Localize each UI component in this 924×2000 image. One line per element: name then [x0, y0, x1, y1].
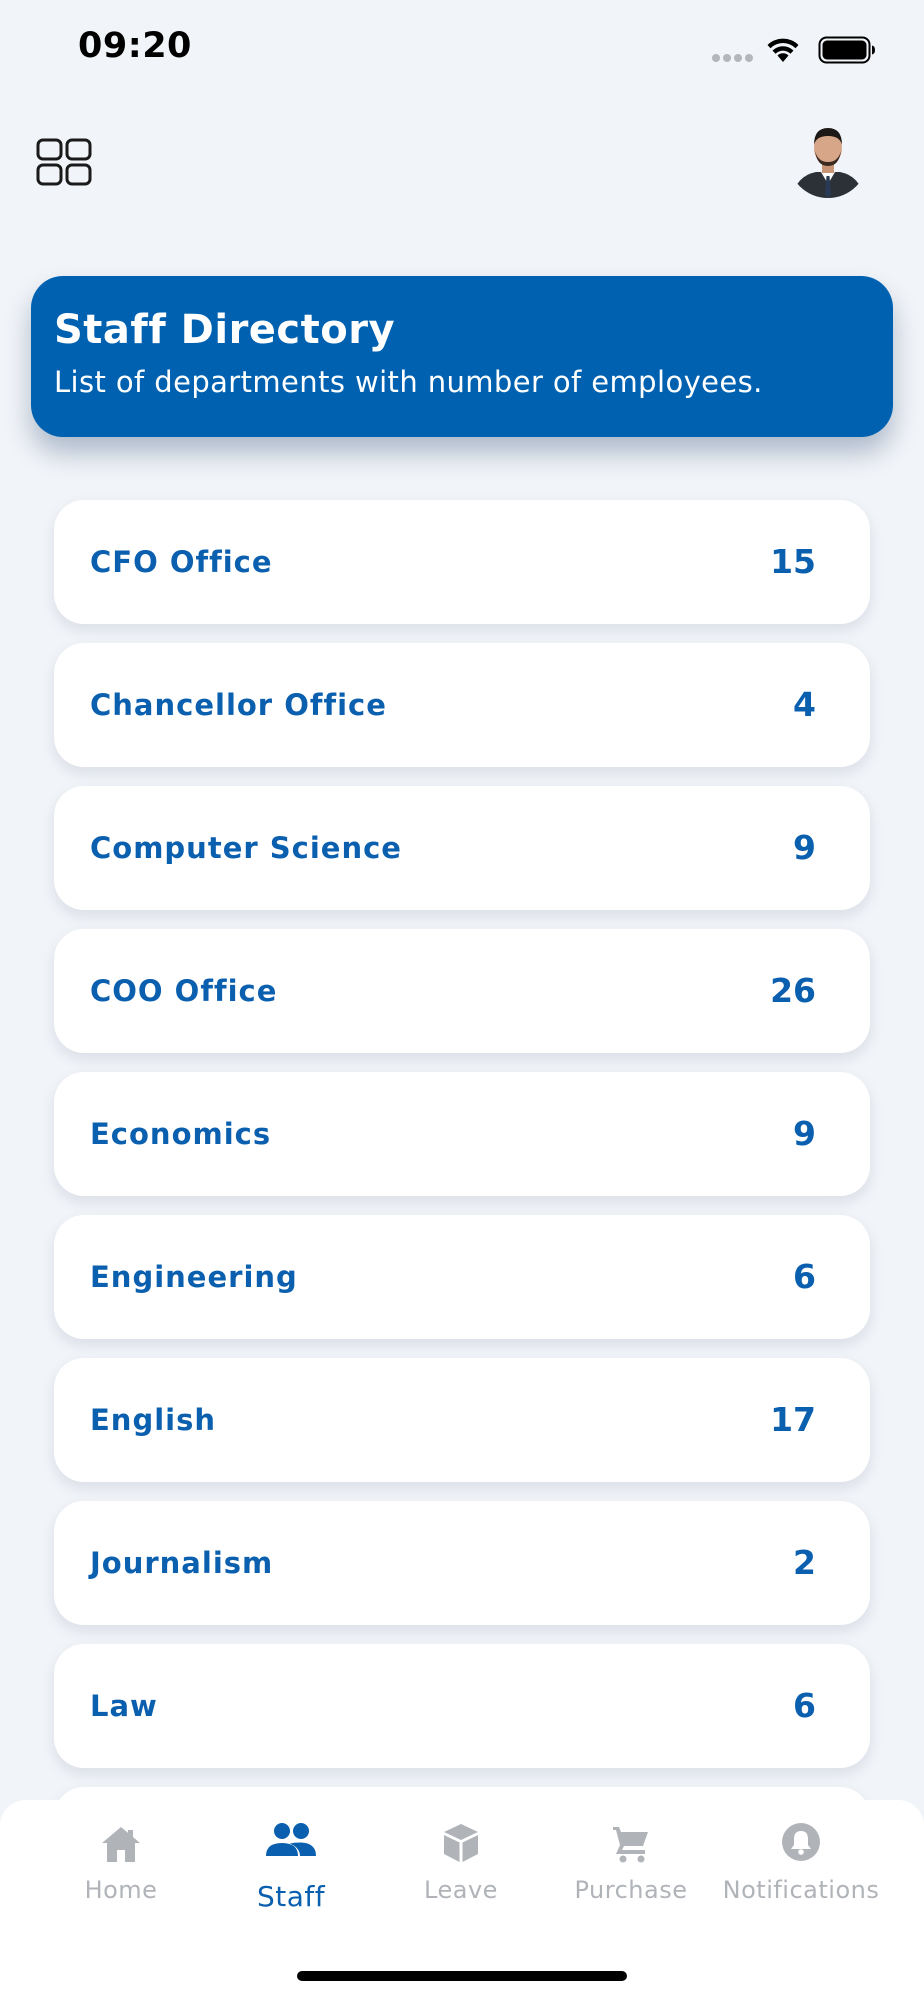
cart-icon — [613, 1827, 648, 1863]
tab-label: Home — [84, 1876, 158, 1904]
department-row[interactable]: Computer Science 9 — [54, 786, 870, 910]
status-bar: 09:20 — [0, 0, 924, 100]
header-card: Staff Directory List of departments with… — [31, 276, 893, 437]
status-time: 09:20 — [78, 26, 192, 66]
battery-icon — [818, 36, 875, 64]
department-row[interactable] — [54, 1787, 870, 1800]
employee-count: 6 — [793, 1686, 816, 1725]
employee-count: 15 — [770, 542, 816, 581]
department-name: Economics — [90, 1117, 272, 1151]
tab-leave[interactable]: Leave — [376, 1800, 546, 1950]
department-row[interactable]: CFO Office 15 — [54, 500, 870, 624]
employee-count: 6 — [793, 1257, 816, 1296]
page-subtitle: List of departments with number of emplo… — [54, 365, 763, 399]
department-row[interactable]: Engineering 6 — [54, 1215, 870, 1339]
wifi-icon — [767, 38, 799, 62]
tab-label: Leave — [424, 1876, 498, 1904]
tab-label: Notifications — [722, 1876, 880, 1904]
department-name: English — [90, 1403, 217, 1437]
department-name: Law — [90, 1689, 158, 1723]
employee-count: 4 — [793, 685, 816, 724]
department-name: COO Office — [90, 974, 278, 1008]
cellular-signal-icon — [712, 54, 754, 64]
department-name: Journalism — [90, 1546, 274, 1580]
department-row[interactable]: Law 6 — [54, 1644, 870, 1768]
department-row[interactable]: Journalism 2 — [54, 1501, 870, 1625]
tab-notifications[interactable]: Notifications — [716, 1800, 886, 1950]
grid-menu-icon[interactable] — [36, 138, 92, 186]
employee-count: 26 — [770, 971, 816, 1010]
bottom-tab-bar: Home Staff Leave — [0, 1800, 924, 2000]
box-icon — [444, 1824, 478, 1862]
tab-purchase[interactable]: Purchase — [546, 1800, 716, 1950]
employee-count: 9 — [793, 1114, 816, 1153]
home-icon — [102, 1827, 140, 1862]
people-icon — [266, 1823, 316, 1856]
department-name: Computer Science — [90, 831, 402, 865]
department-name: Chancellor Office — [90, 688, 387, 722]
tab-label: Purchase — [574, 1876, 688, 1904]
department-row[interactable]: Chancellor Office 4 — [54, 643, 870, 767]
employee-count: 9 — [793, 828, 816, 867]
bell-icon — [782, 1823, 820, 1861]
employee-count: 2 — [793, 1543, 816, 1582]
tab-label: Staff — [256, 1880, 326, 1913]
home-indicator — [297, 1971, 627, 1981]
department-row[interactable]: English 17 — [54, 1358, 870, 1482]
page-title: Staff Directory — [54, 307, 396, 353]
employee-count: 17 — [770, 1400, 816, 1439]
department-row[interactable]: Economics 9 — [54, 1072, 870, 1196]
tab-staff[interactable]: Staff — [206, 1800, 376, 1950]
avatar[interactable] — [788, 118, 868, 198]
department-name: Engineering — [90, 1260, 298, 1294]
department-list[interactable]: CFO Office 15 Chancellor Office 4 Comput… — [0, 0, 924, 1800]
department-row[interactable]: COO Office 26 — [54, 929, 870, 1053]
department-name: CFO Office — [90, 545, 273, 579]
tab-home[interactable]: Home — [36, 1800, 206, 1950]
